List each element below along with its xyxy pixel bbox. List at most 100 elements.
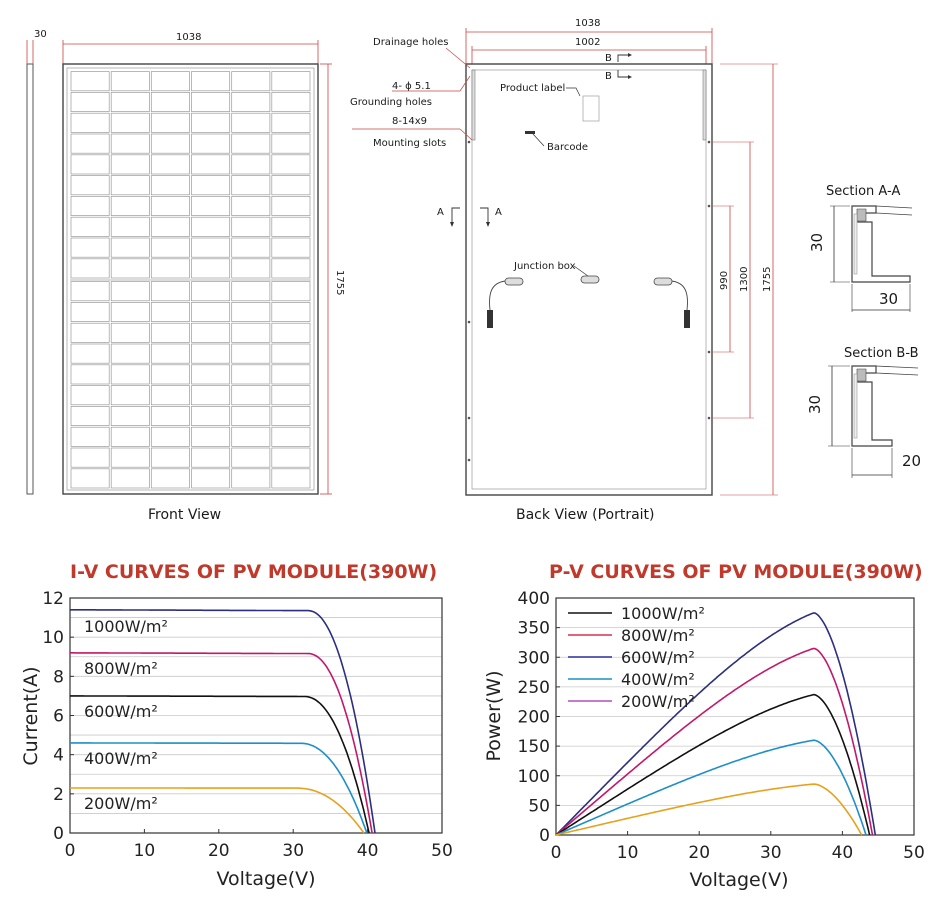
back-outer-width-dim: 1038: [575, 18, 600, 29]
solar-cell: [150, 154, 190, 175]
solar-cell: [110, 154, 150, 175]
pv-y-tick-labels: 0 50 100 150 200 250 300 350 400: [518, 589, 550, 846]
solar-cell: [191, 196, 231, 216]
solar-cell: [231, 343, 271, 364]
series-line: [555, 783, 863, 836]
solar-cell: [70, 154, 110, 175]
solar-cell: [70, 112, 110, 133]
solar-cell: [271, 133, 311, 154]
junction-box-center: [580, 275, 600, 284]
solar-cell: [231, 426, 271, 447]
solar-cell: [191, 71, 231, 92]
solar-cell: [231, 281, 271, 302]
solar-cell: [70, 406, 110, 426]
iv-series-label: 800W/m²: [84, 659, 158, 678]
front-side-profile: [26, 63, 34, 495]
solar-cell: [231, 112, 271, 133]
front-panel-frame: [62, 63, 319, 495]
grounding-spec-callout: 4- ϕ 5.1: [392, 81, 431, 92]
solar-cell: [70, 133, 110, 154]
section-b-label: B: [605, 71, 612, 82]
solar-cell: [150, 302, 190, 322]
section-a-label: A: [437, 207, 444, 218]
solar-cell: [70, 468, 110, 489]
solar-cell: [110, 302, 150, 322]
back-height-dim: 1755: [762, 267, 773, 292]
y-tick-label: 12: [42, 589, 64, 609]
legend-label: 1000W/m²: [621, 604, 705, 623]
solar-cell: [191, 281, 231, 302]
x-tick-label: 20: [208, 841, 230, 861]
solar-cell: [231, 447, 271, 468]
solar-cell: [110, 216, 150, 237]
grounding-hole: [707, 416, 711, 420]
junction-box-callout: Junction box: [513, 261, 576, 272]
solar-cell: [150, 385, 190, 406]
iv-series-label: 600W/m²: [84, 702, 158, 721]
front-width-dim: 1038: [176, 32, 201, 43]
section-b-label: B: [605, 53, 612, 64]
solar-cell: [271, 406, 311, 426]
solar-cell: [70, 281, 110, 302]
section-aa-profile: [851, 205, 911, 283]
solar-cell: [191, 237, 231, 258]
section-mark-a-right: A: [480, 207, 502, 227]
solar-cell: [231, 406, 271, 426]
solar-cell: [110, 322, 150, 343]
solar-cell: [231, 364, 271, 385]
solar-cell: [231, 322, 271, 343]
series-line: [555, 693, 871, 836]
solar-cell: [70, 302, 110, 322]
solar-cell: [231, 154, 271, 175]
solar-cell: [271, 302, 311, 322]
solar-cell: [191, 92, 231, 112]
y-tick-label: 2: [53, 785, 64, 805]
barcode-mark: [525, 131, 535, 134]
series-line: [555, 612, 877, 836]
section-aa: Section A-A 30 30: [808, 184, 913, 312]
solar-cell: [70, 447, 110, 468]
front-view-caption: Front View: [148, 507, 221, 523]
iv-x-axis-title: Voltage(V): [216, 868, 315, 890]
solar-cell: [70, 196, 110, 216]
section-bb: Section B-B 30 20: [806, 346, 921, 478]
solar-cell: [110, 71, 150, 92]
solar-cell: [110, 237, 150, 258]
mounting-slot: [702, 69, 707, 141]
section-aa-width-dim: 30: [879, 290, 898, 308]
connector: [684, 310, 690, 328]
x-tick-label: 10: [617, 843, 639, 863]
solar-cell: [110, 426, 150, 447]
grounding-hole: [707, 350, 711, 354]
x-tick-label: 50: [903, 843, 925, 863]
back-inner-width-dim: 1002: [575, 37, 600, 48]
solar-cell: [231, 385, 271, 406]
solar-cell: [150, 133, 190, 154]
series-line: [70, 695, 370, 834]
solar-cell: [271, 322, 311, 343]
solar-cell: [110, 133, 150, 154]
y-tick-label: 300: [518, 648, 550, 668]
solar-cell: [231, 196, 271, 216]
solar-cell: [110, 92, 150, 112]
pv-y-axis-title: Power(W): [483, 670, 505, 761]
x-tick-label: 10: [134, 841, 156, 861]
solar-cell: [110, 175, 150, 196]
solar-cell: [271, 71, 311, 92]
x-tick-label: 30: [760, 843, 782, 863]
x-tick-label: 30: [282, 841, 304, 861]
y-tick-label: 100: [518, 767, 550, 787]
solar-cell: [150, 196, 190, 216]
section-mark-b-bottom: B: [605, 70, 632, 82]
product-label-callout: Product label: [500, 83, 565, 94]
solar-cell: [150, 281, 190, 302]
solar-cell: [191, 468, 231, 489]
solar-cell: [191, 426, 231, 447]
x-tick-label: 40: [832, 843, 854, 863]
grounding-hole: [467, 416, 471, 420]
solar-cell: [150, 71, 190, 92]
solar-cell: [271, 237, 311, 258]
solar-cell: [150, 216, 190, 237]
iv-y-tick-labels: 0 2 4 6 8 10 12: [42, 589, 64, 844]
